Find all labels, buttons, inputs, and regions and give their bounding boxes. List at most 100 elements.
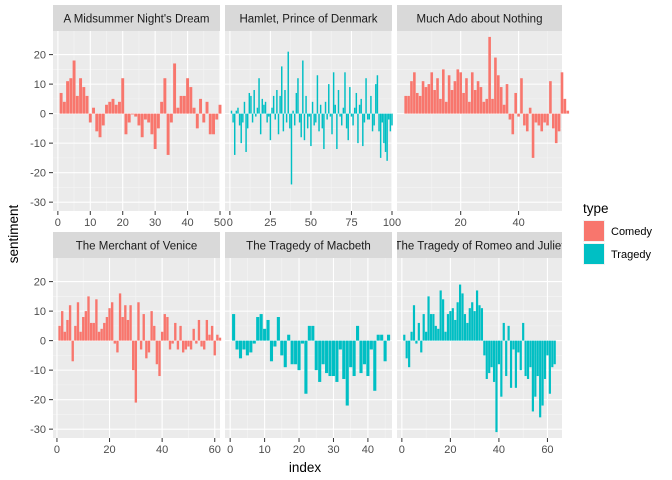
bar (294, 340, 298, 365)
bar (554, 113, 558, 144)
bar (525, 113, 529, 132)
bar (534, 113, 538, 123)
bar (290, 113, 293, 185)
bar (466, 322, 469, 341)
bar (297, 78, 299, 114)
bar (442, 69, 445, 114)
bar (427, 296, 430, 341)
bar (63, 331, 67, 341)
bar (158, 340, 161, 377)
bar (145, 340, 148, 359)
bar (182, 95, 186, 114)
bar (251, 113, 254, 123)
x-tick-label: 0 (55, 217, 61, 229)
bar (289, 113, 291, 129)
bar (321, 113, 324, 129)
panel-title: The Tragedy of Romeo and Juliet (394, 241, 565, 253)
bar (539, 340, 542, 418)
bar (168, 340, 172, 350)
bar (422, 314, 425, 341)
bar (153, 325, 156, 341)
bar (253, 90, 255, 114)
bar (62, 101, 66, 114)
bar (505, 84, 509, 114)
bar (324, 101, 327, 114)
bar (548, 340, 551, 394)
bar (139, 340, 143, 350)
bar (147, 340, 151, 353)
bar (264, 101, 267, 114)
bar (391, 113, 393, 126)
bar (534, 340, 537, 397)
bar (130, 113, 134, 115)
bar (497, 340, 501, 365)
panel-strip (397, 5, 562, 31)
bar (338, 340, 342, 350)
bar (328, 340, 332, 377)
bar (357, 113, 359, 144)
bar (87, 296, 90, 341)
bar (249, 340, 253, 353)
bar (378, 113, 380, 132)
bar (82, 87, 86, 114)
bar (212, 113, 215, 135)
bar (189, 340, 193, 350)
bar (240, 113, 242, 144)
panel-strip (53, 5, 220, 31)
bar (450, 90, 454, 114)
bar (468, 101, 471, 114)
bar (261, 98, 264, 114)
bar (412, 305, 416, 341)
bar (124, 305, 127, 341)
bar (420, 340, 423, 353)
bar (388, 113, 390, 120)
bar (150, 311, 153, 341)
bar (454, 319, 457, 341)
bar (108, 308, 111, 341)
x-tick-label: 60 (209, 444, 221, 456)
bar (266, 319, 270, 341)
bar (375, 84, 377, 114)
bar (279, 95, 281, 114)
bar (116, 340, 119, 353)
bar (230, 110, 233, 114)
bar (537, 113, 541, 126)
legend-swatch (584, 244, 604, 264)
bar (439, 290, 442, 341)
bar (553, 340, 556, 365)
bar (368, 113, 371, 120)
bar (321, 340, 325, 365)
x-tick-label: 100 (383, 217, 401, 229)
bar (238, 340, 243, 359)
bar (531, 113, 535, 158)
bar (458, 284, 462, 341)
bar (421, 81, 425, 114)
bar (488, 340, 491, 374)
bar (79, 78, 83, 114)
bar (436, 78, 439, 114)
bar (325, 340, 329, 374)
bar (266, 113, 268, 123)
bar (246, 113, 249, 129)
bar (497, 75, 500, 114)
y-tick-label: -20 (30, 168, 46, 180)
bar (514, 92, 517, 114)
x-tick-label: 75 (345, 217, 357, 229)
x-tick-label: 10 (84, 217, 96, 229)
bar (417, 322, 420, 341)
bar (242, 340, 246, 350)
bar (524, 340, 527, 377)
bar (281, 66, 283, 114)
bar (250, 95, 252, 114)
bar (124, 113, 128, 135)
bar (478, 305, 481, 341)
bar (509, 340, 513, 388)
bar (140, 113, 144, 138)
x-tick-label: 0 (54, 444, 60, 456)
bar (456, 302, 459, 341)
bar (315, 113, 317, 123)
bar (276, 317, 280, 341)
bar (105, 104, 108, 114)
legend-swatch (584, 221, 604, 241)
